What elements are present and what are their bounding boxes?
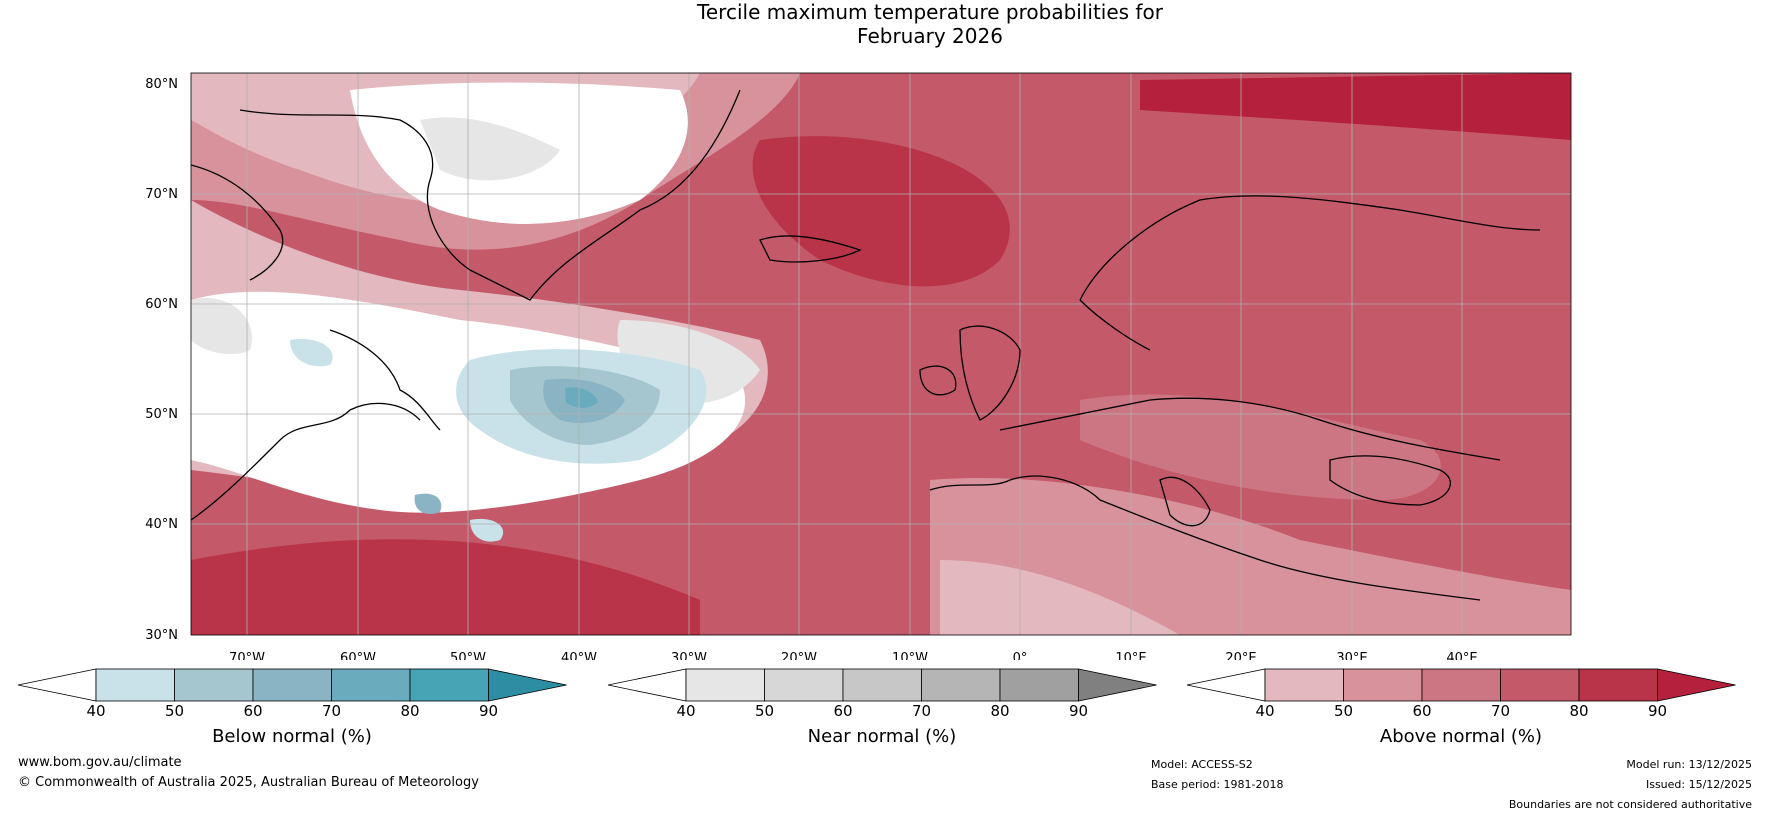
colorbar-below-normal: 40 50 60 70 80 90 [17,668,567,720]
colorbar-label-above: Above normal (%) [1379,726,1543,747]
colorbar-segment [842,668,922,702]
colorbar-tick-label: 90 [1648,702,1667,720]
colorbar-segment [252,668,332,702]
map-area: 80°N 70°N 60°N 50°N 40°N 30°N 70°W 60°W … [145,72,1572,660]
colorbar-segment [174,668,254,702]
colorbar-tick-label: 60 [243,702,262,720]
colorbar-above-normal: 40 50 60 70 80 90 [1186,668,1736,720]
map-svg: 80°N 70°N 60°N 50°N 40°N 30°N 70°W 60°W … [145,72,1572,660]
lat-label-60: 60°N [145,297,178,312]
colorbar-segment [331,668,411,702]
title-line-1: Tercile maximum temperature probabilitie… [697,0,1163,24]
lon-label-10e: 10°E [1115,651,1146,660]
footer-model-run: Model run: 13/12/2025 [1626,758,1752,771]
lat-label-70: 70°N [145,187,178,202]
lon-label-10w: 10°W [892,651,928,660]
lon-label-20e: 20°E [1225,651,1256,660]
colorbar-label-near: Near normal (%) [807,726,957,747]
lat-label-50: 50°N [145,407,178,422]
footer-base-period: Base period: 1981-2018 [1151,778,1284,791]
lon-label-50w: 50°W [450,651,486,660]
title-line-2: February 2026 [857,24,1003,48]
colorbar-min-arrow [17,668,97,702]
graticule [191,73,1571,635]
lon-label-30w: 30°W [671,651,707,660]
lon-label-40e: 40°E [1446,651,1477,660]
lat-label-30: 30°N [145,628,178,643]
chart-title: Tercile maximum temperature probabilitie… [0,0,1770,48]
colorbar-segment [409,668,489,702]
colorbar-tick-label: 60 [1412,702,1431,720]
colorbar-tick-label: 50 [165,702,184,720]
lat-label-80: 80°N [145,77,178,92]
colorbar-tick-label: 80 [990,702,1009,720]
colorbar-tick-label: 60 [833,702,852,720]
footer-model: Model: ACCESS-S2 [1151,758,1253,771]
lon-label-40w: 40°W [561,651,597,660]
colorbar-segment [685,668,765,702]
probability-field [191,73,1571,635]
colorbar-segment [95,668,175,702]
lon-labels: 70°W 60°W 50°W 40°W 30°W 20°W 10°W 0° 10… [229,651,1478,660]
lat-labels: 80°N 70°N 60°N 50°N 40°N 30°N [145,77,178,643]
lon-label-70w: 70°W [229,651,265,660]
colorbar-segment [1578,668,1658,702]
colorbar-segment [999,668,1079,702]
colorbars-svg: 40 50 60 70 80 90 40 50 60 70 80 90 40 50 60 70 80 90 [17,668,1736,720]
lat-label-40: 40°N [145,517,178,532]
colorbar-min-arrow [607,668,687,702]
colorbar-max-arrow [1078,668,1157,702]
colorbar-tick-label: 40 [676,702,695,720]
colorbar-segment [921,668,1001,702]
colorbar-tick-label: 90 [1069,702,1088,720]
footer-issued: Issued: 15/12/2025 [1645,778,1752,791]
footer-copyright: © Commonwealth of Australia 2025, Austra… [18,775,479,790]
colorbar-segment [764,668,844,702]
colorbar-tick-label: 90 [479,702,498,720]
lon-label-20w: 20°W [781,651,817,660]
colorbar-tick-label: 80 [1569,702,1588,720]
colorbar-tick-label: 50 [755,702,774,720]
colorbar-tick-label: 70 [1491,702,1510,720]
colorbar-segment [1500,668,1580,702]
colorbar-segment [1264,668,1344,702]
lon-label-0: 0° [1013,651,1028,660]
colorbar-tick-label: 40 [1255,702,1274,720]
colorbar-max-arrow [1657,668,1736,702]
lon-label-60w: 60°W [340,651,376,660]
colorbar-segment [1421,668,1501,702]
footer-disclaimer: Boundaries are not considered authoritat… [1508,798,1752,811]
colorbar-max-arrow [488,668,567,702]
lon-label-30e: 30°E [1336,651,1367,660]
colorbar-label-below: Below normal (%) [212,726,372,747]
colorbar-tick-label: 70 [912,702,931,720]
colorbar-tick-label: 70 [322,702,341,720]
coastlines [191,89,1541,601]
colorbar-tick-label: 50 [1334,702,1353,720]
colorbar-near-normal: 40 50 60 70 80 90 [607,668,1157,720]
footer-site[interactable]: www.bom.gov.au/climate [18,755,182,770]
map-frame [190,72,1572,636]
colorbar-tick-label: 40 [86,702,105,720]
colorbar-segment [1343,668,1423,702]
colorbar-tick-label: 80 [400,702,419,720]
colorbar-min-arrow [1186,668,1266,702]
